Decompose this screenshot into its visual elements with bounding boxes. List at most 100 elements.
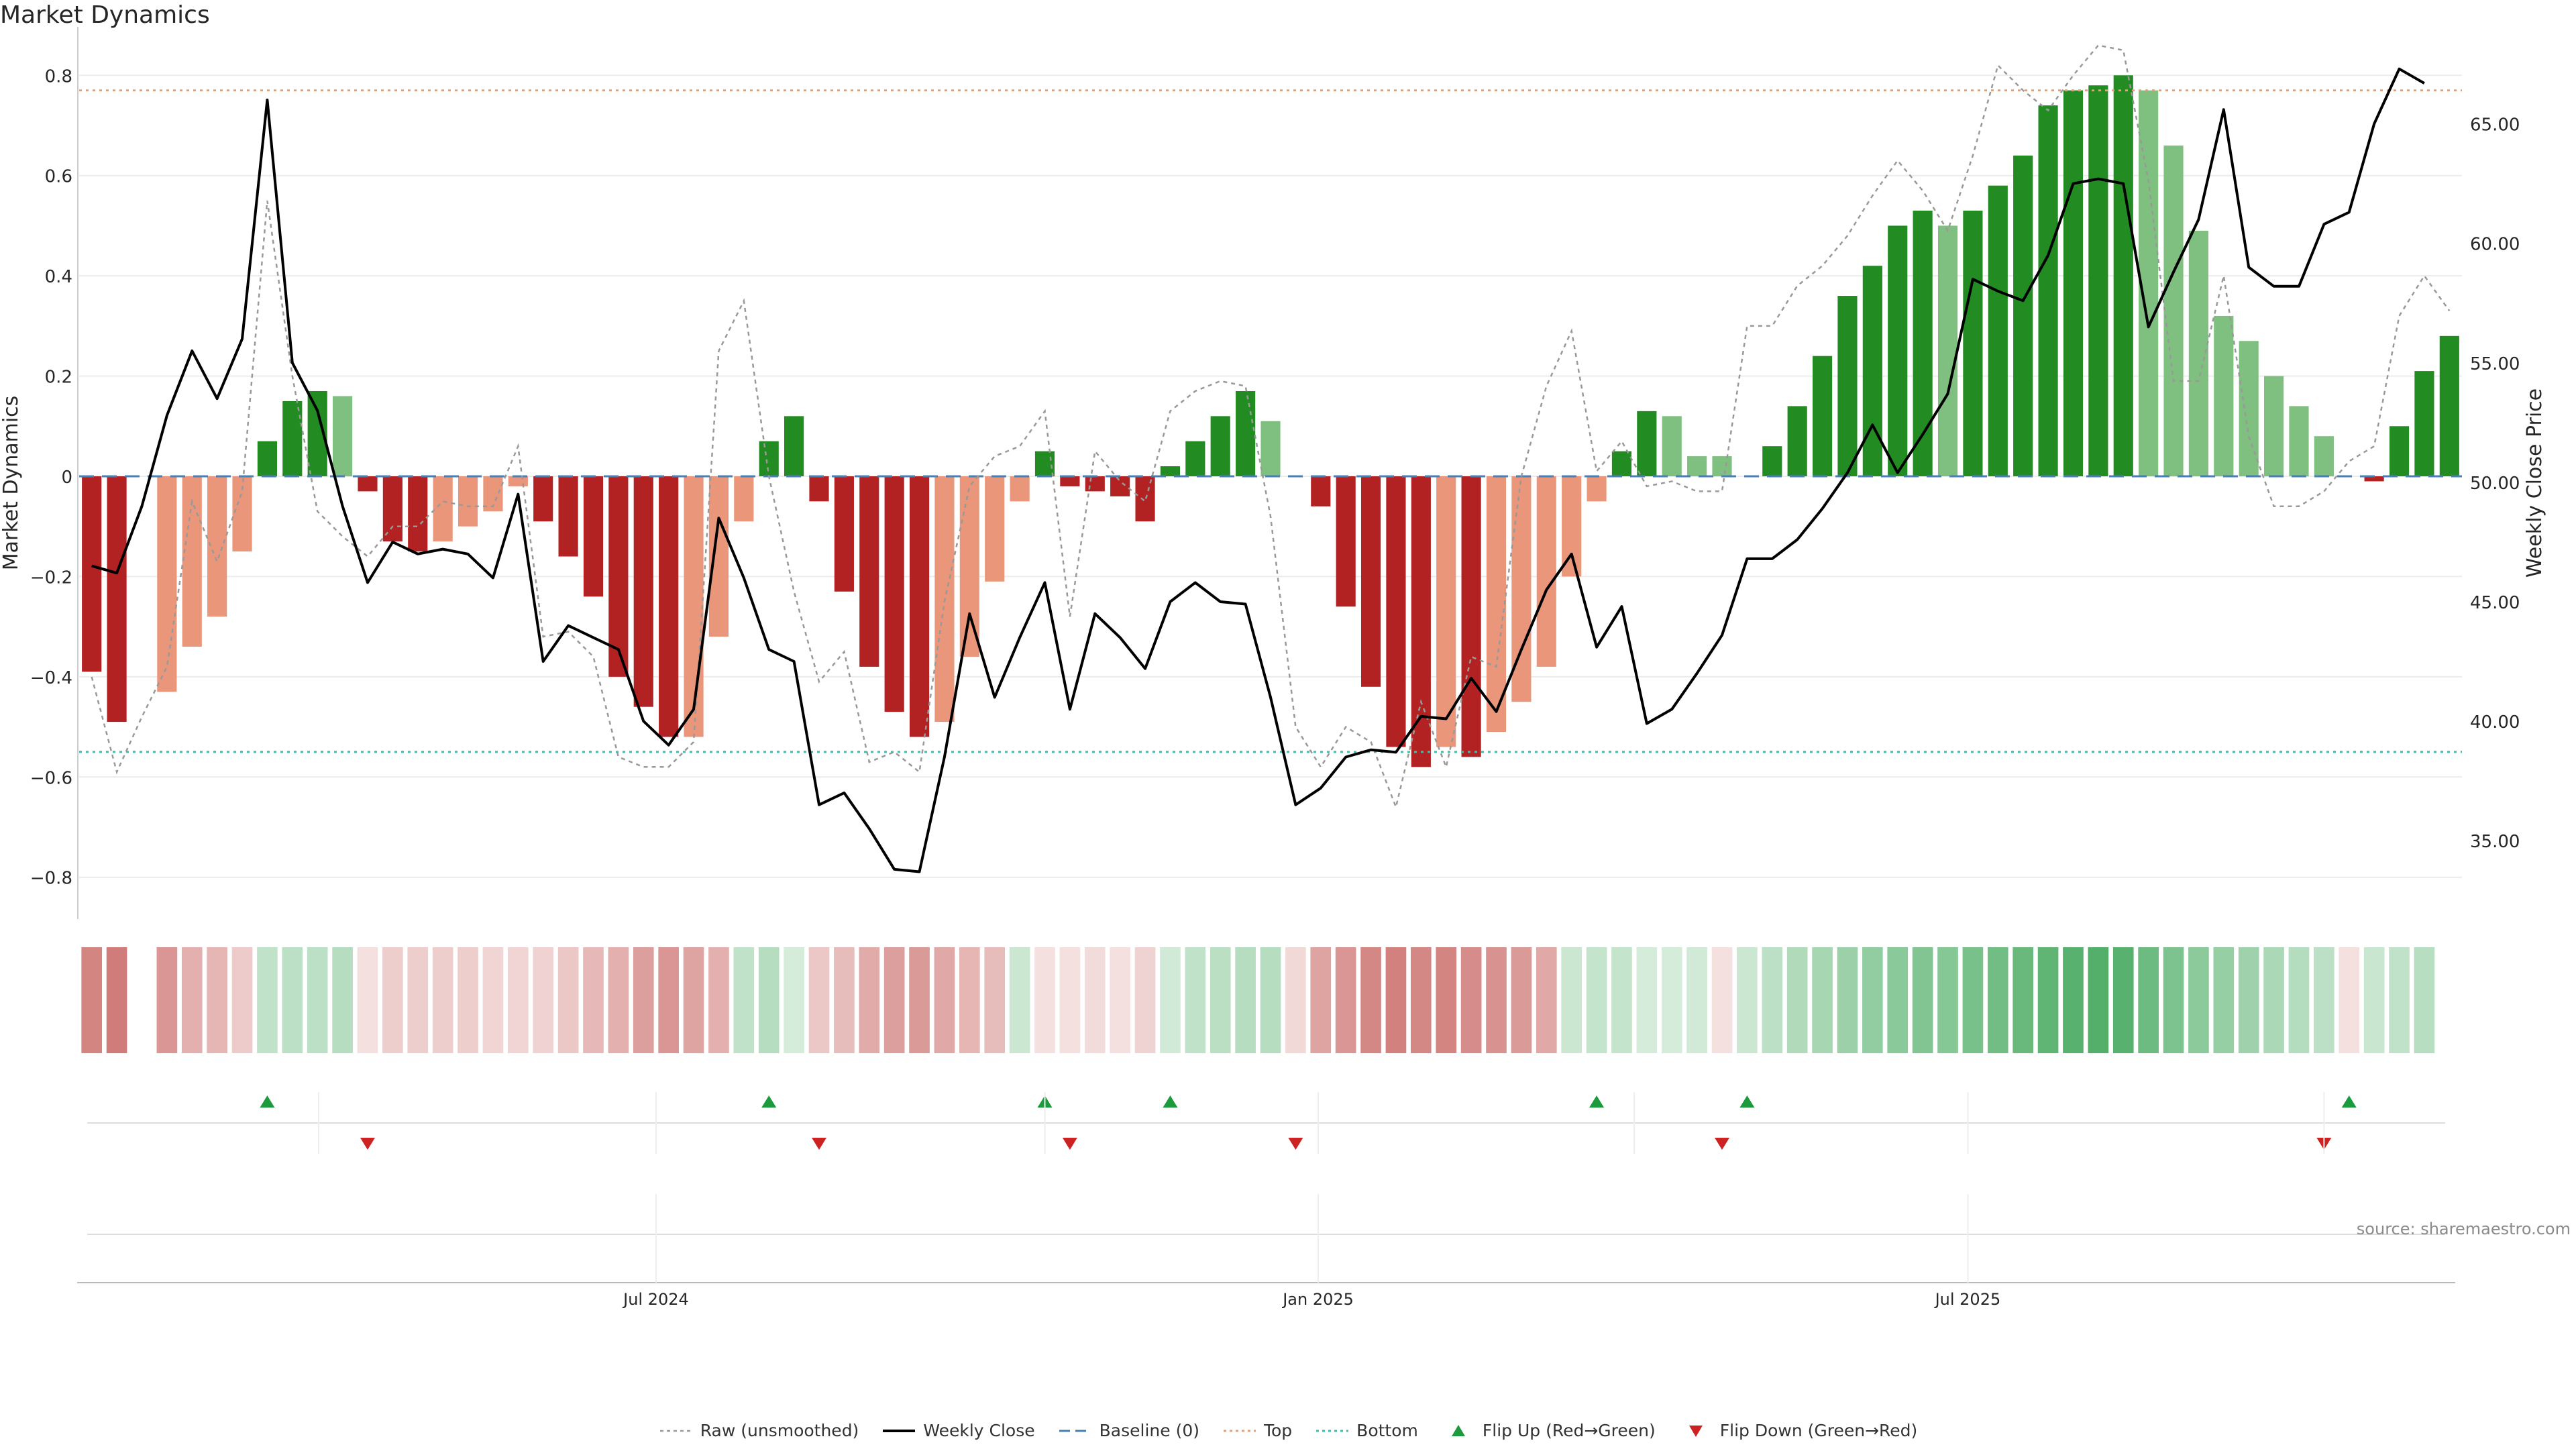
y-tick-label: 0.8: [45, 66, 72, 87]
y2-tick-label: 55.00: [2470, 354, 2520, 374]
heat-cell: [1611, 947, 1632, 1053]
dynamics-bar: [1436, 476, 1456, 747]
dynamics-bar: [1185, 441, 1205, 476]
dynamics-bar: [2063, 90, 2084, 476]
dynamics-bar: [1812, 356, 1833, 476]
legend-swatch: [1316, 1430, 1349, 1432]
heat-cell: [1962, 947, 1984, 1053]
dynamics-bar: [1386, 476, 1406, 747]
flip-down-marker: [360, 1138, 375, 1150]
legend-item: Weekly Close: [881, 1421, 1035, 1440]
dynamics-bar: [558, 476, 578, 557]
source-note: source: sharemaestro.com: [2356, 1220, 2571, 1238]
legend: Raw (unsmoothed) Weekly Close Baseline (0)…: [0, 1421, 2576, 1440]
heat-cell: [1511, 947, 1532, 1053]
heat-cell: [1285, 947, 1306, 1053]
dynamics-bars: [82, 75, 2459, 767]
heat-cell: [1009, 947, 1030, 1053]
dynamics-bar: [633, 476, 653, 707]
dynamics-bar: [659, 476, 679, 737]
dynamics-bar: [2239, 341, 2259, 476]
dynamics-bar: [82, 476, 102, 672]
heat-cell: [557, 947, 579, 1053]
heat-cell: [758, 947, 780, 1053]
dynamics-bar: [959, 476, 979, 657]
dynamics-bar: [1963, 211, 1983, 476]
heat-cell: [1812, 947, 1833, 1053]
dynamics-bar: [2389, 426, 2410, 476]
heat-cell: [2363, 947, 2385, 1053]
heat-cell: [1436, 947, 1457, 1053]
legend-swatch: [1223, 1430, 1256, 1432]
heat-cell: [1586, 947, 1607, 1053]
heat-cell: [1260, 947, 1281, 1053]
flip-markers: [87, 1092, 2445, 1154]
dynamics-bar: [1311, 476, 1331, 506]
dynamics-bar: [1637, 411, 1657, 476]
dynamics-bar: [107, 476, 127, 722]
heat-cell: [282, 947, 303, 1053]
y2-tick-label: 40.00: [2470, 712, 2520, 733]
dynamics-bar: [834, 476, 854, 592]
heat-cell: [1059, 947, 1081, 1053]
dynamics-bar: [2088, 85, 2108, 476]
heat-cell: [81, 947, 103, 1053]
dynamics-bar: [157, 476, 177, 692]
y-axis-label: Market Dynamics: [0, 396, 23, 571]
flip-down-marker: [1062, 1138, 1077, 1150]
heat-cell: [1762, 947, 1783, 1053]
dynamics-bar: [809, 476, 829, 502]
y-tick-label: −0.2: [30, 568, 72, 588]
legend-swatch: [659, 1430, 692, 1432]
legend-item: Top: [1222, 1421, 1292, 1440]
heat-cell: [1536, 947, 1557, 1053]
y-axis-ticks: 0.8 0.6 0.4 0.2 0 −0.2 −0.4 −0.6 −0.8: [30, 66, 72, 888]
dynamics-bar: [1837, 296, 1858, 476]
heat-cell: [2414, 947, 2435, 1053]
y-tick-label: 0: [61, 468, 72, 488]
dynamics-bar: [583, 476, 604, 597]
dynamics-bar: [985, 476, 1005, 582]
heat-cell: [2112, 947, 2134, 1053]
y-tick-label: −0.4: [30, 668, 72, 688]
heat-cell: [2314, 947, 2334, 1053]
heat-cell: [156, 947, 178, 1053]
heat-cell: [1486, 947, 1507, 1053]
raw-series-line: [91, 44, 2451, 810]
reference-lines: [79, 89, 2462, 753]
heat-cell: [482, 947, 504, 1053]
y-tick-label: 0.6: [45, 167, 72, 187]
heat-cell: [959, 947, 980, 1053]
heat-cell: [1385, 947, 1407, 1053]
heat-cell: [1937, 947, 1958, 1053]
x-tick-label: Jul 2024: [622, 1290, 689, 1309]
flip-up-marker: [761, 1095, 777, 1108]
dynamics-bar: [608, 476, 629, 677]
heat-cell: [733, 947, 755, 1053]
legend-item: Flip Down (Green→Red): [1678, 1421, 1917, 1440]
heat-cell: [658, 947, 679, 1053]
heat-cell: [507, 947, 529, 1053]
heat-cell: [2037, 947, 2059, 1053]
heat-cell: [1561, 947, 1582, 1053]
dynamics-bar: [433, 476, 453, 542]
dynamics-bar: [2263, 376, 2284, 476]
flip-up-marker: [2341, 1095, 2357, 1108]
heat-cell: [583, 947, 604, 1053]
dynamics-bar: [1135, 476, 1155, 522]
heat-cell: [2213, 947, 2235, 1053]
heat-cell: [934, 947, 955, 1053]
y-tick-label: −0.8: [30, 869, 72, 889]
heat-cell: [1110, 947, 1130, 1053]
heat-cell: [859, 947, 880, 1053]
heat-cell: [1160, 947, 1181, 1053]
heat-cell: [708, 947, 729, 1053]
dynamics-bar: [2414, 371, 2434, 476]
dynamics-bar: [533, 476, 553, 522]
dynamics-bar: [1360, 476, 1381, 687]
heat-cell: [533, 947, 554, 1053]
dynamics-bar: [1085, 476, 1105, 492]
y2-tick-label: 65.00: [2470, 115, 2520, 136]
dynamics-bar: [1411, 476, 1431, 767]
dynamics-bar: [2113, 75, 2133, 477]
